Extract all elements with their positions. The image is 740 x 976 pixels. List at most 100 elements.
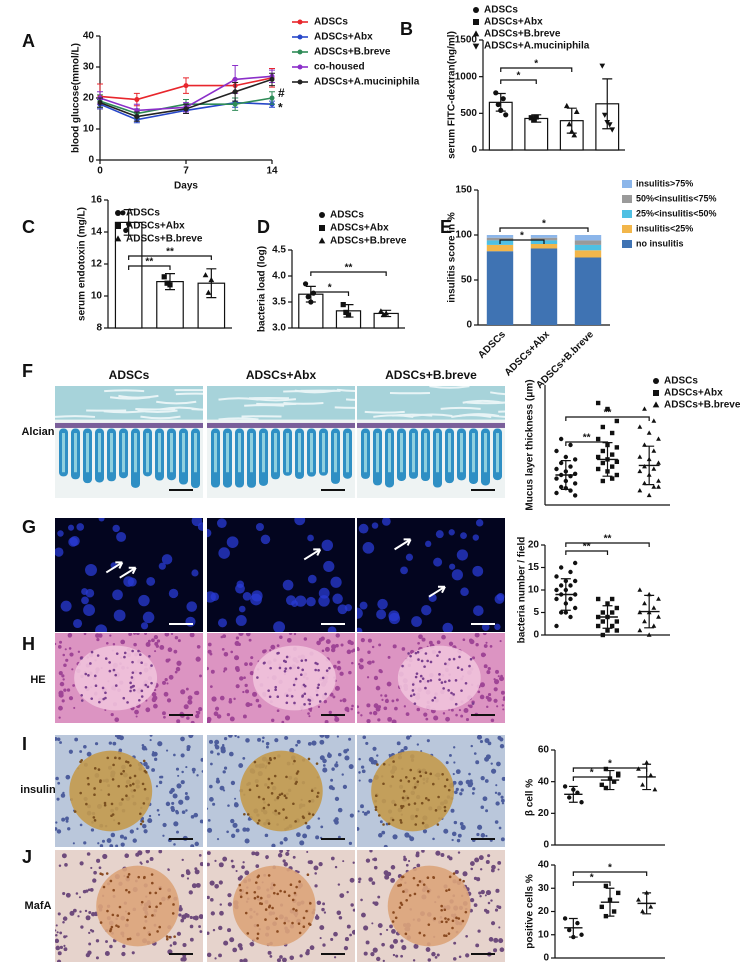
cell-nucleus <box>151 692 157 697</box>
cell-nucleus <box>254 851 260 857</box>
cell-nucleus <box>465 934 468 938</box>
islet-nucleus <box>168 935 171 939</box>
crypt-core <box>98 433 101 473</box>
islet-nucleus <box>431 699 434 702</box>
cell-nucleus <box>493 687 498 692</box>
islet-nucleus <box>294 820 297 823</box>
cell-nucleus <box>322 764 326 767</box>
cell-nucleus <box>175 666 181 672</box>
islet-nucleus <box>126 875 130 879</box>
crypt-core <box>496 433 499 473</box>
islet-nucleus <box>122 696 126 700</box>
cell-nucleus <box>234 640 240 646</box>
cell-nucleus <box>112 643 116 646</box>
data-point <box>568 614 573 620</box>
cell-nucleus <box>72 842 75 845</box>
cell-nucleus <box>56 959 62 962</box>
nucleus <box>388 612 401 625</box>
islet-nucleus <box>132 688 136 692</box>
islet-nucleus <box>423 665 426 668</box>
data-point <box>605 601 610 606</box>
cell-nucleus <box>173 753 176 757</box>
cell-nucleus <box>59 640 63 644</box>
legend-label: ADSCs+Abx <box>126 221 185 232</box>
crypt-core <box>194 433 197 473</box>
cell-nucleus <box>178 799 184 805</box>
cell-nucleus <box>189 937 194 942</box>
islet-nucleus <box>292 683 296 687</box>
nucleus <box>138 594 150 607</box>
significance-bracket <box>310 291 350 296</box>
panel-letter: B <box>400 19 413 39</box>
cell-nucleus <box>237 876 242 881</box>
legend-marker <box>297 79 303 85</box>
data-point <box>595 436 601 442</box>
cell-nucleus <box>191 767 196 772</box>
cell-nucleus <box>423 712 428 717</box>
islet-nucleus <box>139 812 142 816</box>
cell-nucleus <box>395 954 399 958</box>
legend-marker <box>114 235 122 242</box>
crypt-core <box>62 433 65 473</box>
islet <box>69 750 153 832</box>
cell-nucleus <box>147 818 153 824</box>
cell-nucleus <box>373 675 379 681</box>
y-tick-label: 8 <box>96 323 102 334</box>
nucleus <box>158 562 166 570</box>
islet-nucleus <box>448 658 451 661</box>
cell-nucleus <box>154 650 157 653</box>
cell-nucleus <box>155 785 159 788</box>
cell-nucleus <box>337 835 341 839</box>
cell-nucleus <box>59 681 65 687</box>
cell-nucleus <box>177 639 181 643</box>
cell-nucleus <box>214 859 217 862</box>
legend-label: ADSCs <box>314 17 348 28</box>
cell-nucleus <box>62 653 66 657</box>
cell-nucleus <box>89 929 93 932</box>
data-point <box>599 63 606 69</box>
cell-nucleus <box>359 658 364 663</box>
cell-nucleus <box>123 836 128 840</box>
cell-nucleus <box>219 910 224 916</box>
islet-nucleus <box>377 814 381 817</box>
cell-nucleus <box>371 922 374 925</box>
cell-nucleus <box>482 633 487 636</box>
islet-nucleus <box>269 666 272 670</box>
cell-nucleus <box>435 850 441 856</box>
islet-nucleus <box>409 654 412 658</box>
islet-nucleus <box>256 821 260 825</box>
islet-nucleus <box>401 875 404 879</box>
cell-nucleus <box>79 823 83 827</box>
islet-nucleus <box>307 922 311 926</box>
cell-nucleus <box>372 710 378 716</box>
islet-nucleus <box>421 677 425 680</box>
cell-nucleus <box>235 667 240 672</box>
mucus-streak <box>364 410 405 414</box>
islet-nucleus <box>468 664 471 668</box>
islet-nucleus <box>116 914 120 917</box>
cell-nucleus <box>106 641 109 645</box>
cell-nucleus <box>218 862 224 868</box>
islet-nucleus <box>89 662 92 665</box>
islet-nucleus <box>257 874 261 878</box>
islet-nucleus <box>99 780 102 784</box>
cell-nucleus <box>308 715 311 718</box>
cell-nucleus <box>214 745 220 750</box>
data-point <box>614 628 620 633</box>
islet-nucleus <box>454 702 458 706</box>
cell-nucleus <box>460 788 464 792</box>
islet-nucleus <box>90 697 94 700</box>
data-point <box>343 309 349 315</box>
cell-nucleus <box>502 698 505 701</box>
point <box>232 76 238 82</box>
cell-nucleus <box>361 769 366 774</box>
islet-nucleus <box>264 908 268 911</box>
islet-nucleus <box>402 890 405 893</box>
islet-nucleus <box>165 935 169 938</box>
islet-nucleus <box>407 652 410 655</box>
data-point <box>208 276 215 283</box>
nucleus <box>433 557 443 567</box>
cell-nucleus <box>198 707 203 712</box>
cell-nucleus <box>479 895 482 898</box>
data-point <box>202 272 209 278</box>
